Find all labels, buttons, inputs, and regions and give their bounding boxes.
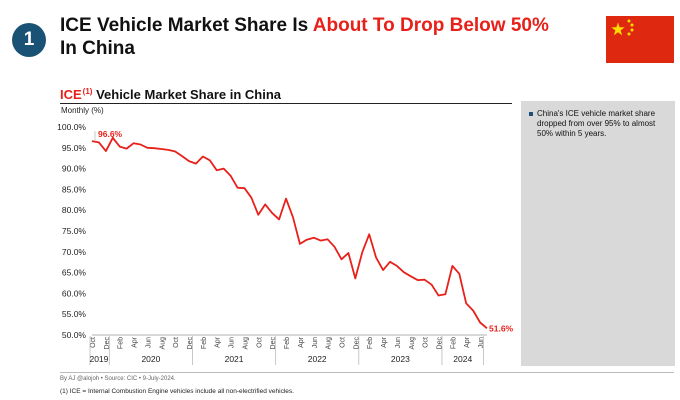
sidebar-note-text: China's ICE vehicle market share dropped… xyxy=(537,109,656,138)
x-year-label: 2024 xyxy=(453,354,472,364)
y-tick-label: 50.0% xyxy=(62,330,87,340)
end-value-label: 51.6% xyxy=(489,323,514,333)
china-flag-icon xyxy=(606,16,674,63)
chart-title-footnote-ref: (1) xyxy=(82,87,93,96)
sidebar-panel: China's ICE vehicle market share dropped… xyxy=(521,101,675,366)
x-tick-label: Dec xyxy=(353,337,360,350)
x-year-label: 2022 xyxy=(308,354,327,364)
x-tick-label: Oct xyxy=(256,337,263,348)
bullet-icon xyxy=(529,112,533,116)
x-tick-label: Aug xyxy=(159,337,166,350)
x-tick-label: Apr xyxy=(464,336,471,348)
x-tick-label: Oct xyxy=(90,337,97,348)
x-tick-label: Jun xyxy=(229,337,236,348)
x-tick-label: Feb xyxy=(284,337,291,349)
x-tick-label: Jun xyxy=(145,337,152,348)
section-number-badge: 1 xyxy=(12,23,46,57)
y-tick-label: 90.0% xyxy=(62,164,87,174)
y-tick-label: 55.0% xyxy=(62,309,87,319)
footnote-text: (1) ICE = Internal Combustion Engine veh… xyxy=(60,388,294,395)
title-highlight: About To Drop Below 50% xyxy=(312,15,549,36)
x-tick-label: Aug xyxy=(242,337,249,350)
x-tick-label: Oct xyxy=(339,337,346,348)
chart-title-rule xyxy=(60,103,512,104)
x-tick-label: Dec xyxy=(270,337,277,350)
footer-rule xyxy=(60,372,674,373)
x-tick-label: Oct xyxy=(173,337,180,348)
x-year-label: 2021 xyxy=(225,354,244,364)
x-tick-label: Jun xyxy=(478,337,485,348)
chart-title: ICE(1) Vehicle Market Share in China xyxy=(60,87,281,102)
x-tick-label: Jun xyxy=(395,337,402,348)
y-tick-label: 100.0% xyxy=(57,122,86,132)
x-tick-label: Feb xyxy=(118,337,125,349)
page-title: ICE Vehicle Market Share Is About To Dro… xyxy=(60,14,549,60)
y-tick-label: 75.0% xyxy=(62,226,87,236)
y-axis-label: Monthly (%) xyxy=(61,106,104,115)
x-tick-label: Aug xyxy=(326,337,333,350)
x-tick-label: Jun xyxy=(312,337,319,348)
x-tick-label: Apr xyxy=(215,336,222,348)
y-tick-label: 65.0% xyxy=(62,268,87,278)
x-year-label: 2019 xyxy=(89,354,108,364)
y-tick-label: 80.0% xyxy=(62,205,87,215)
title-line-2: In China xyxy=(60,38,135,59)
x-tick-label: Apr xyxy=(381,336,388,348)
x-tick-label: Feb xyxy=(201,337,208,349)
x-tick-label: Aug xyxy=(409,337,416,350)
x-tick-label: Feb xyxy=(450,337,457,349)
y-tick-label: 70.0% xyxy=(62,247,87,257)
series-line xyxy=(91,136,488,329)
source-text: By AJ @alojoh • Source: CIC • 9-July-202… xyxy=(60,376,176,382)
y-tick-label: 85.0% xyxy=(62,184,87,194)
start-value-label: 96.6% xyxy=(98,129,123,139)
x-tick-label: Dec xyxy=(436,337,443,350)
sidebar-note: China's ICE vehicle market share dropped… xyxy=(529,109,669,139)
x-tick-label: Apr xyxy=(298,336,305,348)
x-tick-label: Dec xyxy=(104,337,111,350)
title-prefix: ICE Vehicle Market Share Is xyxy=(60,15,313,36)
y-tick-label: 60.0% xyxy=(62,288,87,298)
chart-title-rest: Vehicle Market Share in China xyxy=(92,87,282,102)
x-tick-label: Dec xyxy=(187,337,194,350)
x-year-label: 2023 xyxy=(391,354,410,364)
x-tick-label: Oct xyxy=(423,337,430,348)
chart-title-ice: ICE xyxy=(60,87,82,102)
x-year-label: 2020 xyxy=(141,354,160,364)
x-tick-label: Apr xyxy=(132,336,139,348)
x-tick-label: Feb xyxy=(367,337,374,349)
y-tick-label: 95.0% xyxy=(62,143,87,153)
